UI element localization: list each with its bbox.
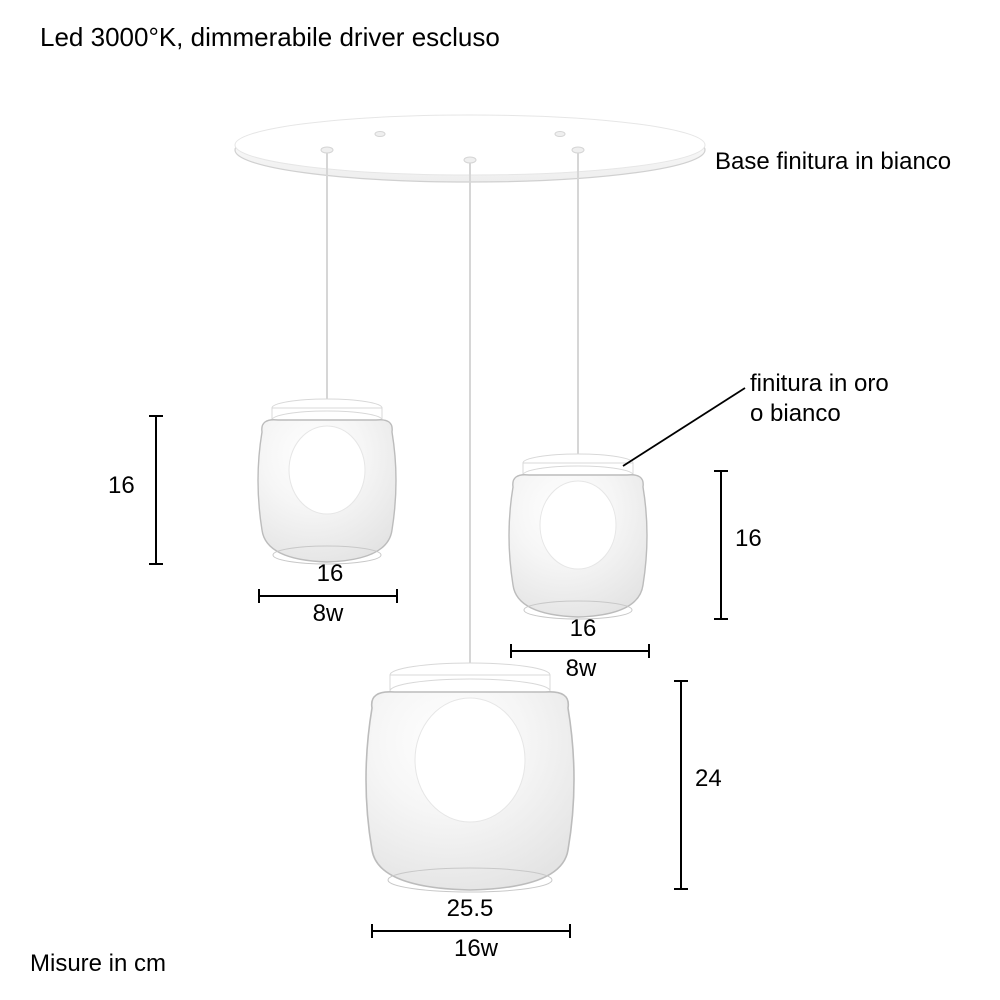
pendant-small-left (258, 399, 396, 564)
leader-line-finish (623, 388, 745, 466)
dim-small-right-width-label: 16 (553, 615, 613, 643)
annotation-finish-line1: finitura in oro (750, 370, 889, 398)
dim-v-small-right (720, 470, 722, 620)
dim-small-left-power-label: 8w (298, 600, 358, 628)
dim-large-power-label: 16w (436, 935, 516, 963)
pendant-small-right (509, 454, 647, 619)
dim-v-small-left (155, 415, 157, 565)
dim-h-small-left-label: 16 (108, 472, 135, 500)
dim-h-small-right-label: 16 (735, 525, 762, 553)
dim-small-left-width-label: 16 (300, 560, 360, 588)
dim-v-large (680, 680, 682, 890)
annotation-units: Misure in cm (30, 950, 166, 978)
dim-h-small-right-width (510, 650, 650, 652)
annotation-finish-line2: o bianco (750, 400, 841, 428)
dim-large-height-label: 24 (695, 765, 722, 793)
dim-small-right-power-label: 8w (551, 655, 611, 683)
pendant-large (366, 663, 574, 892)
dim-h-large-width (371, 930, 571, 932)
annotation-base-finish: Base finitura in bianco (715, 148, 951, 176)
dim-h-small-left-width (258, 595, 398, 597)
dim-large-width-label: 25.5 (430, 895, 510, 923)
header-title: Led 3000°K, dimmerabile driver escluso (40, 22, 500, 53)
